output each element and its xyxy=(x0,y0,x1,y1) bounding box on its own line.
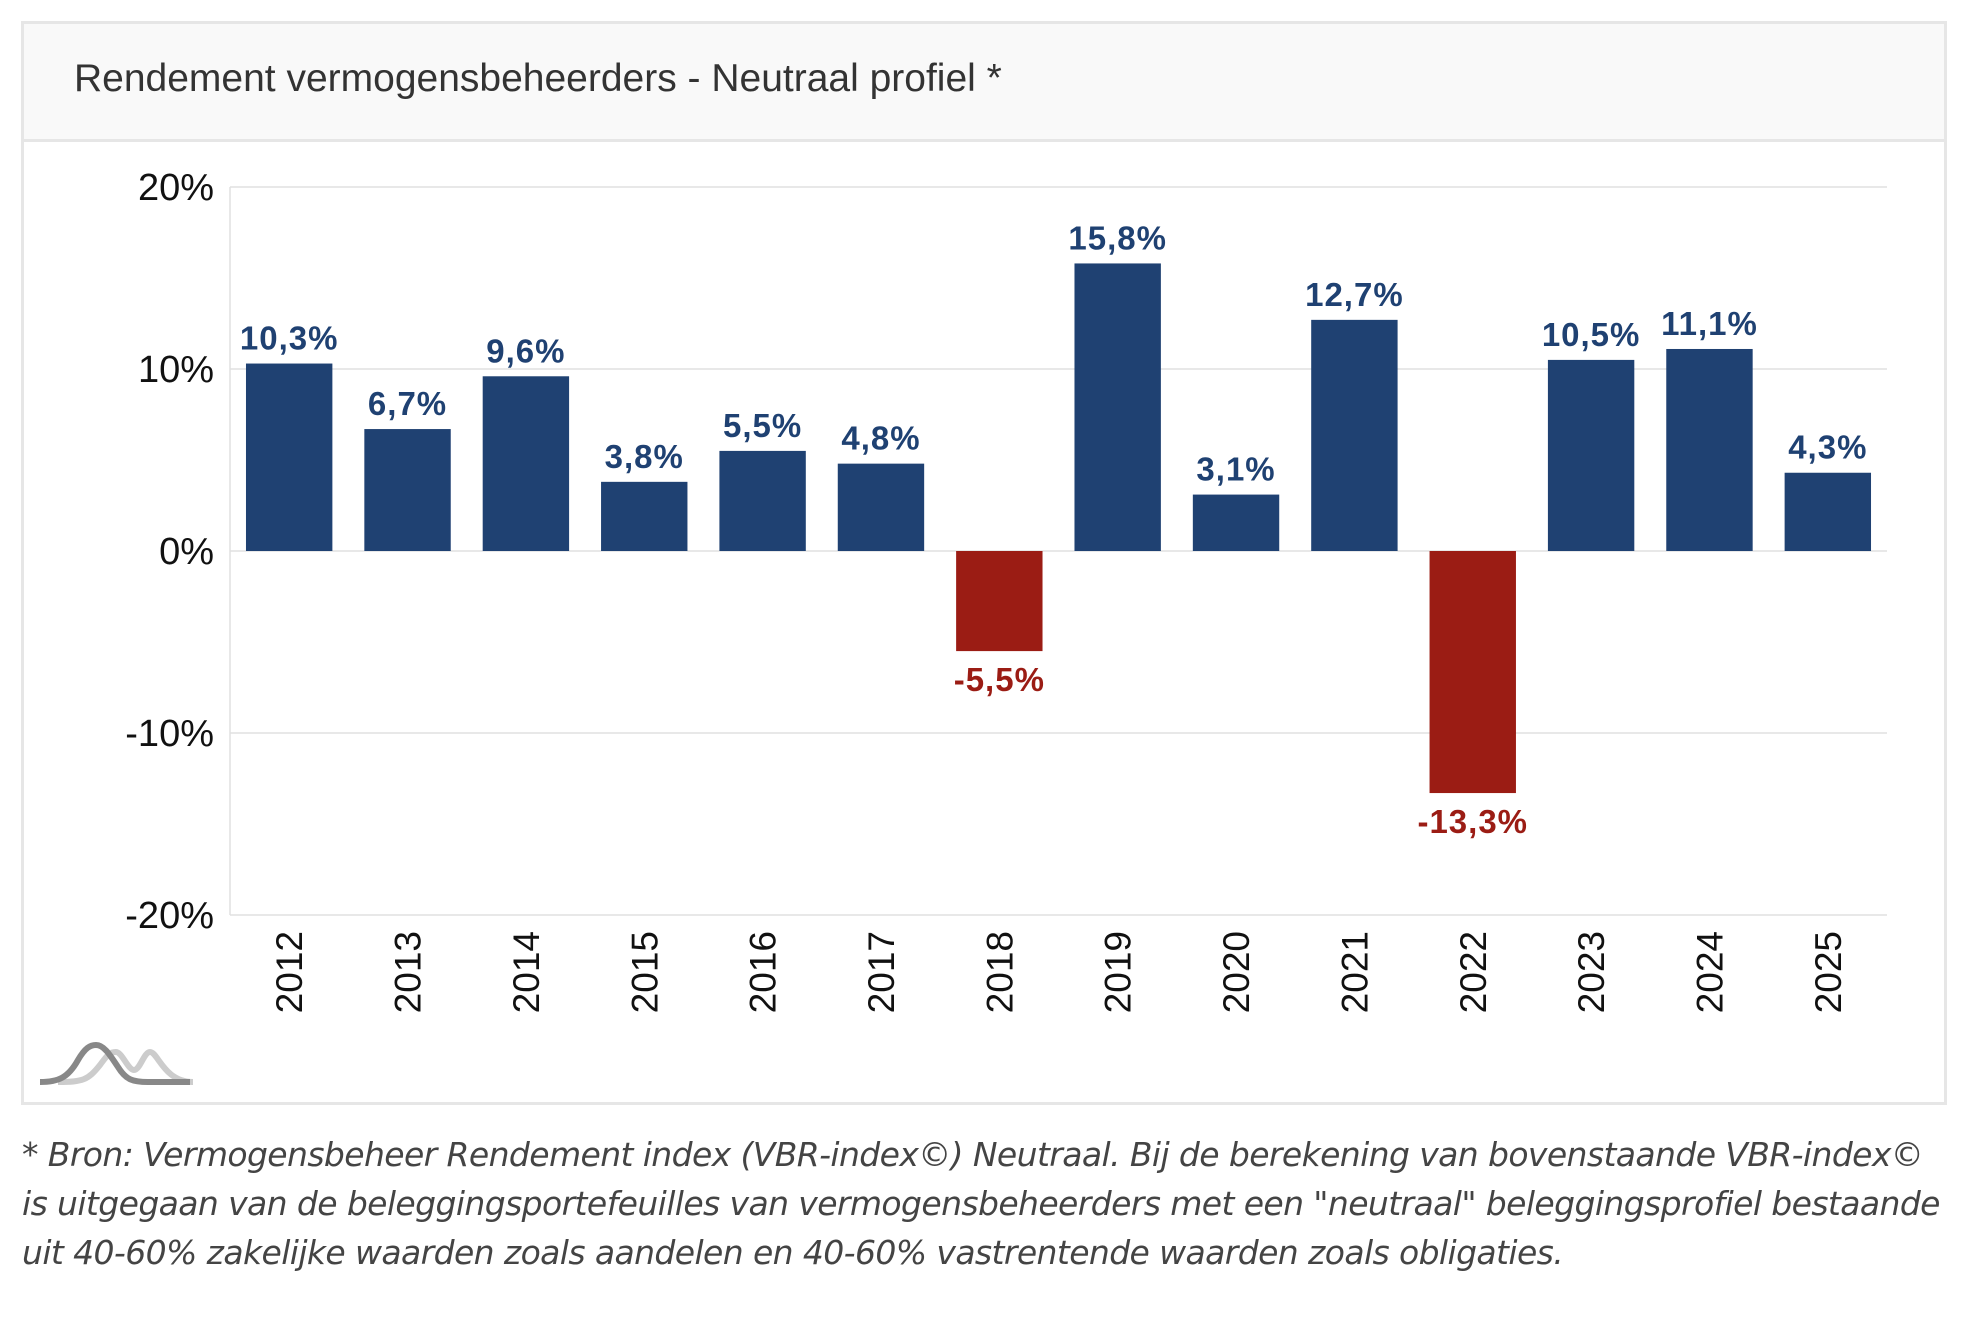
data-label: -13,3% xyxy=(1417,803,1528,840)
chart-title: Rendement vermogensbeheerders - Neutraal… xyxy=(74,57,1002,100)
y-tick-label: 10% xyxy=(138,349,214,391)
data-label: 11,1% xyxy=(1661,305,1758,342)
bar-2012 xyxy=(245,363,333,551)
y-tick-label: -10% xyxy=(125,713,214,755)
bar-2013 xyxy=(364,429,451,551)
bar-chart: 20% 10% 0% -10% -20% 10,3% 2012 6,7% 2013 9,6% 201… xyxy=(39,167,1887,1085)
bar-2014 xyxy=(482,376,570,551)
data-label: 5,5% xyxy=(723,407,802,444)
x-tick-label: 2012 xyxy=(269,931,310,1013)
x-tick-label: 2015 xyxy=(624,931,665,1013)
data-label: 6,7% xyxy=(368,385,447,422)
data-label: 9,6% xyxy=(486,332,565,369)
x-tick-label: 2025 xyxy=(1808,931,1849,1013)
bar-2022 xyxy=(1429,551,1516,794)
chart-header: Rendement vermogensbeheerders - Neutraal… xyxy=(24,24,1944,142)
footnote: * Bron: Vermogensbeheer Rendement index … xyxy=(22,1135,1940,1272)
x-tick-label: 2016 xyxy=(743,931,784,1013)
data-label: 12,7% xyxy=(1305,276,1404,313)
bar-2023 xyxy=(1547,359,1635,551)
y-tick-label: -20% xyxy=(125,895,214,937)
bar-2015 xyxy=(601,481,688,551)
x-tick-label: 2022 xyxy=(1453,931,1494,1013)
bar-2021 xyxy=(1311,319,1398,551)
bar-2016 xyxy=(719,450,806,551)
x-tick-label: 2023 xyxy=(1571,931,1612,1013)
bar-2018 xyxy=(956,551,1043,652)
bar-2017 xyxy=(837,463,925,551)
x-tick-label: 2019 xyxy=(1098,931,1139,1013)
bar-2025 xyxy=(1784,472,1872,551)
data-label: 10,5% xyxy=(1542,316,1641,353)
bar-2019 xyxy=(1074,263,1161,551)
data-label: 15,8% xyxy=(1068,219,1167,256)
data-label: -5,5% xyxy=(954,661,1045,698)
data-label: 4,8% xyxy=(841,420,920,457)
data-label: 10,3% xyxy=(240,320,339,357)
x-tick-label: 2017 xyxy=(861,931,902,1013)
x-tick-label: 2018 xyxy=(979,931,1020,1013)
x-tick-label: 2024 xyxy=(1689,931,1730,1013)
chart-card: Rendement vermogensbeheerders - Neutraal… xyxy=(21,21,1947,1105)
bar-2024 xyxy=(1666,348,1753,551)
y-tick-label: 0% xyxy=(159,531,214,573)
bar-2020 xyxy=(1192,494,1280,551)
x-tick-label: 2014 xyxy=(506,931,547,1013)
x-tick-label: 2013 xyxy=(388,931,429,1013)
bell-curves-logo xyxy=(39,1041,194,1085)
x-tick-label: 2020 xyxy=(1216,931,1257,1013)
data-label: 3,8% xyxy=(605,438,684,475)
data-label: 3,1% xyxy=(1196,451,1275,488)
y-tick-label: 20% xyxy=(138,167,214,209)
data-label: 4,3% xyxy=(1788,429,1867,466)
x-tick-label: 2021 xyxy=(1334,931,1375,1013)
